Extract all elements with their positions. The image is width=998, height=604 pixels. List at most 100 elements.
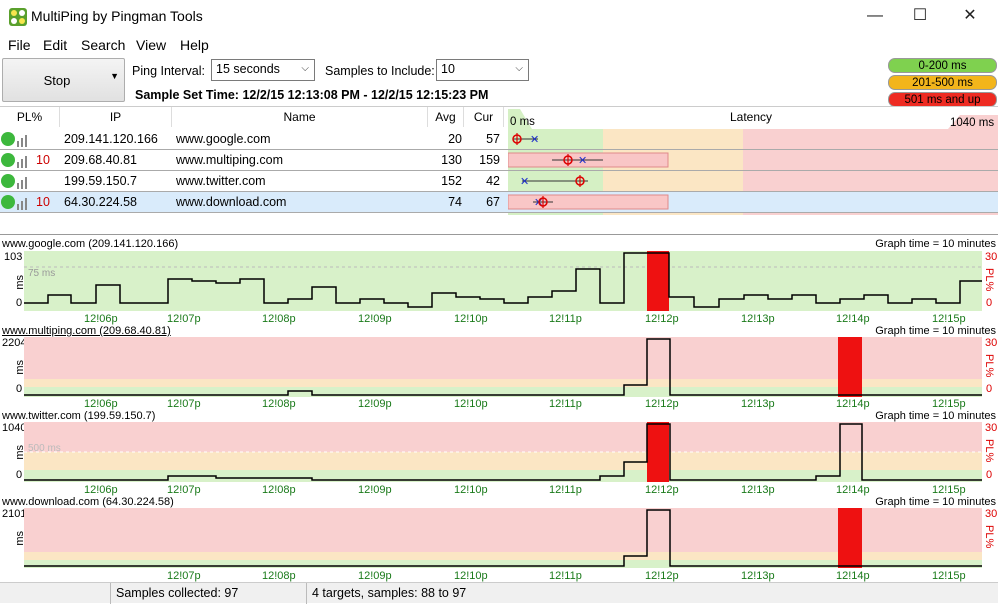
table-row[interactable]: 199.59.150.7 www.twitter.com 152 42 ✕: [0, 171, 998, 192]
row-avg: 20: [448, 132, 462, 146]
row-name: www.google.com: [176, 132, 271, 146]
x-tick-label: 12!12p: [645, 484, 679, 496]
graph-title: www.download.com (64.30.224.58): [2, 496, 174, 508]
graphs-panel: www.google.com (209.141.120.166) Graph t…: [0, 234, 998, 582]
latency-marker: ✕: [520, 175, 588, 188]
graph-pl-label: PL%: [983, 354, 995, 378]
x-tick-label: 12!09p: [358, 313, 392, 325]
graph-ymid: 500 ms: [28, 443, 61, 454]
col-header-pl[interactable]: PL%: [0, 107, 60, 127]
row-ip: 209.141.120.166: [64, 132, 158, 146]
x-axis: 12!06p 12!07p 12!08p 12!09p 12!10p 12!11…: [24, 484, 982, 496]
graph-time-label: Graph time = 10 minutes: [875, 325, 996, 337]
graph-ymin: 0: [16, 383, 23, 395]
multiping-app-icon: [9, 8, 27, 26]
graph-ymax: 2101: [2, 508, 27, 520]
x-tick-label: 12!14p: [836, 313, 870, 325]
menu-file[interactable]: File: [8, 37, 31, 53]
row-name: www.download.com: [176, 195, 287, 209]
col-header-ip[interactable]: IP: [60, 107, 172, 127]
graph-time-label: Graph time = 10 minutes: [875, 496, 996, 508]
minimize-button[interactable]: —: [867, 7, 883, 24]
row-cur: 42: [486, 174, 500, 188]
graph-pl-label: PL%: [983, 268, 995, 292]
row-name: www.multiping.com: [176, 153, 283, 167]
table-row[interactable]: 209.141.120.166 www.google.com 20 57 ✕: [0, 129, 998, 150]
title-bar: MultiPing by Pingman Tools — ☐ ✕: [0, 0, 998, 33]
col-header-avg[interactable]: Avg: [428, 107, 464, 127]
graph-ymax: 103: [4, 251, 23, 263]
legend-green: 0-200 ms: [888, 58, 997, 73]
graph-pl-label: PL%: [983, 439, 995, 463]
svg-text:✕: ✕: [530, 134, 539, 146]
maximize-button[interactable]: ☐: [912, 7, 928, 24]
legend-orange: 201-500 ms: [888, 75, 997, 90]
graph-time-label: Graph time = 10 minutes: [875, 238, 996, 250]
menu-help[interactable]: Help: [180, 37, 209, 53]
table-row-selected[interactable]: 10 64.30.224.58 www.download.com 74 67 ✕: [0, 192, 998, 213]
col-header-cur[interactable]: Cur: [464, 107, 504, 127]
row-avg: 74: [448, 195, 462, 209]
dropdown-arrow-icon[interactable]: ▼: [110, 71, 119, 81]
menu-search[interactable]: Search: [81, 37, 126, 53]
samples-value: 10: [441, 62, 455, 76]
bar-graph-icon: [17, 177, 27, 189]
graph-pl-max: 30: [985, 422, 998, 434]
x-tick-label: 12!14p: [836, 398, 870, 410]
menu-bar: File Edit Search View Help: [0, 34, 998, 56]
x-tick-label: 12!13p: [741, 570, 775, 582]
download-latency-graph: [24, 508, 982, 568]
x-tick-label: 12!14p: [836, 484, 870, 496]
row-cur: 57: [486, 132, 500, 146]
row-pl: [36, 129, 56, 150]
ping-interval-select[interactable]: 15 seconds ⌵: [211, 59, 315, 81]
x-tick-label: 12!11p: [549, 484, 582, 496]
x-tick-label: 12!13p: [741, 313, 775, 325]
row-ip: 209.68.40.81: [64, 153, 137, 167]
x-tick-label: 12!15p: [932, 313, 966, 325]
status-ok-icon: [1, 174, 15, 188]
samples-label: Samples to Include:: [325, 64, 435, 78]
menu-edit[interactable]: Edit: [43, 37, 68, 53]
graph-ymin: 0: [16, 297, 23, 309]
graph-pl-min: 0: [986, 297, 993, 309]
bar-graph-icon: [17, 135, 27, 147]
row-avg: 152: [441, 174, 462, 188]
multiping-latency-graph: [24, 337, 982, 397]
graph-time-label: Graph time = 10 minutes: [875, 410, 996, 422]
table-row[interactable]: 10 209.68.40.81 www.multiping.com 130 15…: [0, 150, 998, 171]
x-axis: 12!07p 12!08p 12!09p 12!10p 12!11p 12!12…: [24, 570, 982, 582]
x-tick-label: 12!13p: [741, 398, 775, 410]
x-tick-label: 12!08p: [262, 398, 296, 410]
x-tick-label: 12!12p: [645, 570, 679, 582]
graph-ymin: 0: [16, 469, 23, 481]
close-button[interactable]: ✕: [963, 7, 977, 24]
graph-pl-max: 30: [985, 251, 998, 263]
x-tick-label: 12!11p: [549, 570, 582, 582]
col-header-latency[interactable]: Latency: [729, 110, 773, 124]
legend-red: 501 ms and up: [888, 92, 997, 107]
x-tick-label: 12!15p: [932, 570, 966, 582]
latency-min-label: 0 ms: [510, 116, 535, 128]
google-latency-graph: 75 ms: [24, 251, 982, 311]
x-tick-label: 12!09p: [358, 570, 392, 582]
x-tick-label: 12!07p: [167, 398, 201, 410]
graph-title: www.google.com (209.141.120.166): [2, 238, 179, 250]
row-ip: 64.30.224.58: [64, 195, 137, 209]
x-tick-label: 12!08p: [262, 570, 296, 582]
latency-max-label: 1040 ms: [950, 117, 995, 129]
graph-ymax: 1040: [2, 422, 27, 434]
x-tick-label: 12!15p: [932, 398, 966, 410]
x-tick-label: 12!06p: [84, 313, 118, 325]
x-tick-label: 12!07p: [167, 484, 201, 496]
row-pl: 10: [36, 195, 50, 209]
x-tick-label: 12!06p: [84, 398, 118, 410]
menu-view[interactable]: View: [136, 37, 167, 53]
graph-pl-label: PL%: [983, 525, 995, 549]
stop-button[interactable]: Stop ▼: [2, 58, 125, 102]
col-header-name[interactable]: Name: [172, 107, 428, 127]
x-tick-label: 12!14p: [836, 570, 870, 582]
row-pl: [36, 171, 56, 192]
svg-text:✕: ✕: [520, 176, 529, 188]
samples-select[interactable]: 10 ⌵: [436, 59, 529, 81]
